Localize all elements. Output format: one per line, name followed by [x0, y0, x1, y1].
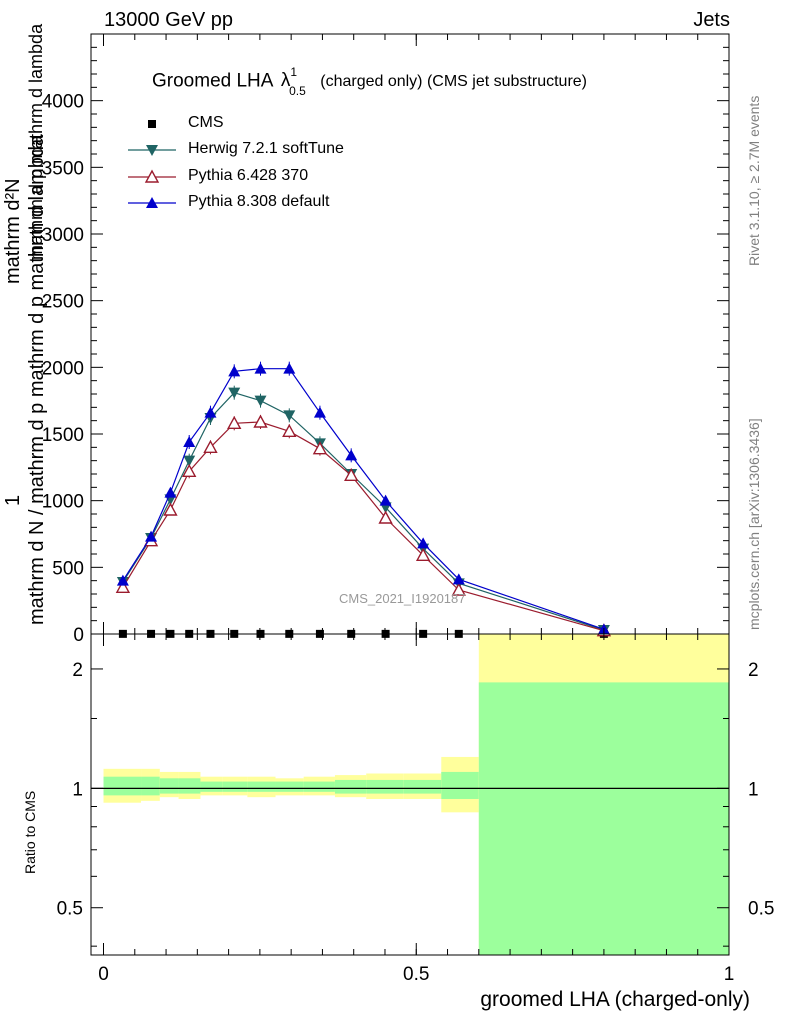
y-axis-numerator: mathrm d²N	[2, 178, 24, 284]
xtick-label-0: 0	[98, 964, 109, 985]
ratio-ytick-label-l-0: 0.5	[57, 899, 83, 920]
main-ytick-label-1: 500	[52, 558, 84, 579]
axis-ticks	[91, 34, 730, 955]
band-inner-8	[303, 781, 335, 792]
rivet-label: Rivet 3.1.10, ≥ 2.7M events	[746, 95, 762, 266]
legend-marker-2	[144, 169, 160, 183]
ratio-error-bands	[103, 634, 729, 955]
series-3	[116, 361, 610, 635]
point-3-0	[116, 574, 129, 586]
point-3-1	[145, 530, 158, 542]
title-main: Groomed LHA	[152, 70, 274, 92]
legend-marker-0	[148, 120, 156, 128]
y-axis-label-line1: 1	[2, 494, 24, 506]
band-inner-13	[478, 682, 729, 955]
main-ytick-label-3: 1500	[42, 425, 84, 446]
y-axis-denominator: mathrm d p mathrm d lambda	[26, 23, 46, 260]
point-2-5	[227, 415, 242, 430]
title-lambda: λ1 0.5	[280, 65, 314, 98]
legend-markers	[128, 120, 176, 208]
point-2-8	[312, 441, 328, 455]
band-inner-0	[103, 776, 142, 796]
point-3-2	[164, 486, 177, 498]
main-ytick-label-2: 1000	[42, 492, 84, 513]
band-inner-7	[275, 781, 304, 792]
title-lambda-symbol: λ	[280, 70, 291, 92]
point-3-7	[283, 362, 296, 374]
point-2-11	[415, 547, 431, 562]
band-inner-9	[334, 779, 367, 794]
point-3-3	[183, 436, 196, 447]
point-2-4	[203, 439, 218, 454]
band-inner-3	[178, 778, 201, 794]
main-ytick-label-4: 2000	[42, 358, 84, 379]
ratio-ytick-label-r-1: 1	[748, 779, 759, 800]
mcplots-label: mcplots.cern.ch [arXiv:1306.3436]	[746, 418, 762, 630]
point-1-6	[254, 395, 267, 407]
plot-title: Groomed LHA λ1 0.5 (charged only) (CMS je…	[152, 65, 587, 98]
point-1-7	[283, 410, 296, 422]
point-3-6	[254, 362, 267, 374]
axis-tick-labels: 0 500 1000 1500 2000 2500 3000 3500 4000 0 0.5 1 0.5…	[42, 92, 775, 985]
ratio-ytick-label-l-1: 1	[72, 779, 83, 800]
point-2-9	[344, 467, 359, 482]
point-2-6	[253, 414, 268, 428]
band-inner-5	[222, 781, 248, 792]
series-line-3	[122, 368, 605, 630]
band-inner-4	[200, 781, 223, 792]
main-ytick-label-7: 3500	[42, 158, 84, 179]
ratio-ytick-label-r-0: 0.5	[748, 899, 774, 920]
header-right: Jets	[693, 9, 730, 31]
legend-label-pythia8: Pythia 8.308 default	[188, 193, 330, 210]
x-axis-label: groomed LHA (charged-only)	[480, 988, 750, 1011]
band-inner-12	[441, 771, 479, 800]
series-line-2	[122, 421, 605, 632]
main-series-group	[115, 361, 612, 638]
title-sup: 1	[290, 65, 298, 79]
band-inner-6	[247, 781, 276, 792]
main-ytick-label-0: 0	[73, 625, 84, 646]
point-2-7	[282, 423, 297, 438]
point-3-4	[204, 406, 217, 418]
legend-label-herwig: Herwig 7.2.1 softTune	[188, 140, 344, 157]
point-2-0	[115, 579, 131, 594]
main-frame	[90, 33, 730, 635]
band-inner-10	[366, 779, 404, 794]
legend-marker-1	[146, 145, 158, 156]
point-1-5	[228, 387, 241, 399]
band-inner-2	[159, 778, 179, 794]
title-sub: 0.5	[289, 84, 306, 99]
point-3-9	[345, 449, 358, 461]
header-left: 13000 GeV pp	[104, 9, 233, 31]
title-suffix: (charged only) (CMS jet substructure)	[320, 73, 587, 91]
ratio-y-axis-label: Ratio to CMS	[22, 790, 38, 874]
main-ytick-label-6: 3000	[42, 225, 84, 246]
ratio-ytick-label-r-2: 2	[748, 660, 759, 681]
analysis-watermark: CMS_2021_I1920187	[339, 591, 466, 606]
point-3-11	[417, 537, 430, 549]
point-2-2	[163, 502, 178, 516]
point-3-5	[228, 365, 241, 377]
legend-label-pythia6: Pythia 6.428 370	[188, 167, 309, 184]
main-ytick-label-5: 2500	[42, 292, 84, 313]
main-ytick-label-8: 4000	[42, 92, 84, 113]
point-3-12	[452, 573, 465, 585]
axes-frames	[90, 33, 730, 956]
point-2-3	[182, 463, 197, 478]
xtick-label-1: 0.5	[403, 964, 429, 985]
series-2	[115, 414, 612, 637]
point-1-3	[183, 455, 196, 467]
legend-marker-3	[146, 197, 158, 208]
xtick-label-2: 1	[724, 964, 735, 985]
point-3-10	[379, 494, 392, 506]
point-3-8	[313, 406, 326, 418]
band-inner-11	[403, 779, 442, 794]
ratio-frame	[90, 633, 730, 956]
band-inner-1	[141, 776, 160, 796]
point-2-10	[378, 510, 393, 524]
point-2-12	[451, 582, 466, 596]
legend-label-cms: CMS	[188, 114, 224, 131]
ratio-ytick-label-l-2: 2	[72, 660, 83, 681]
